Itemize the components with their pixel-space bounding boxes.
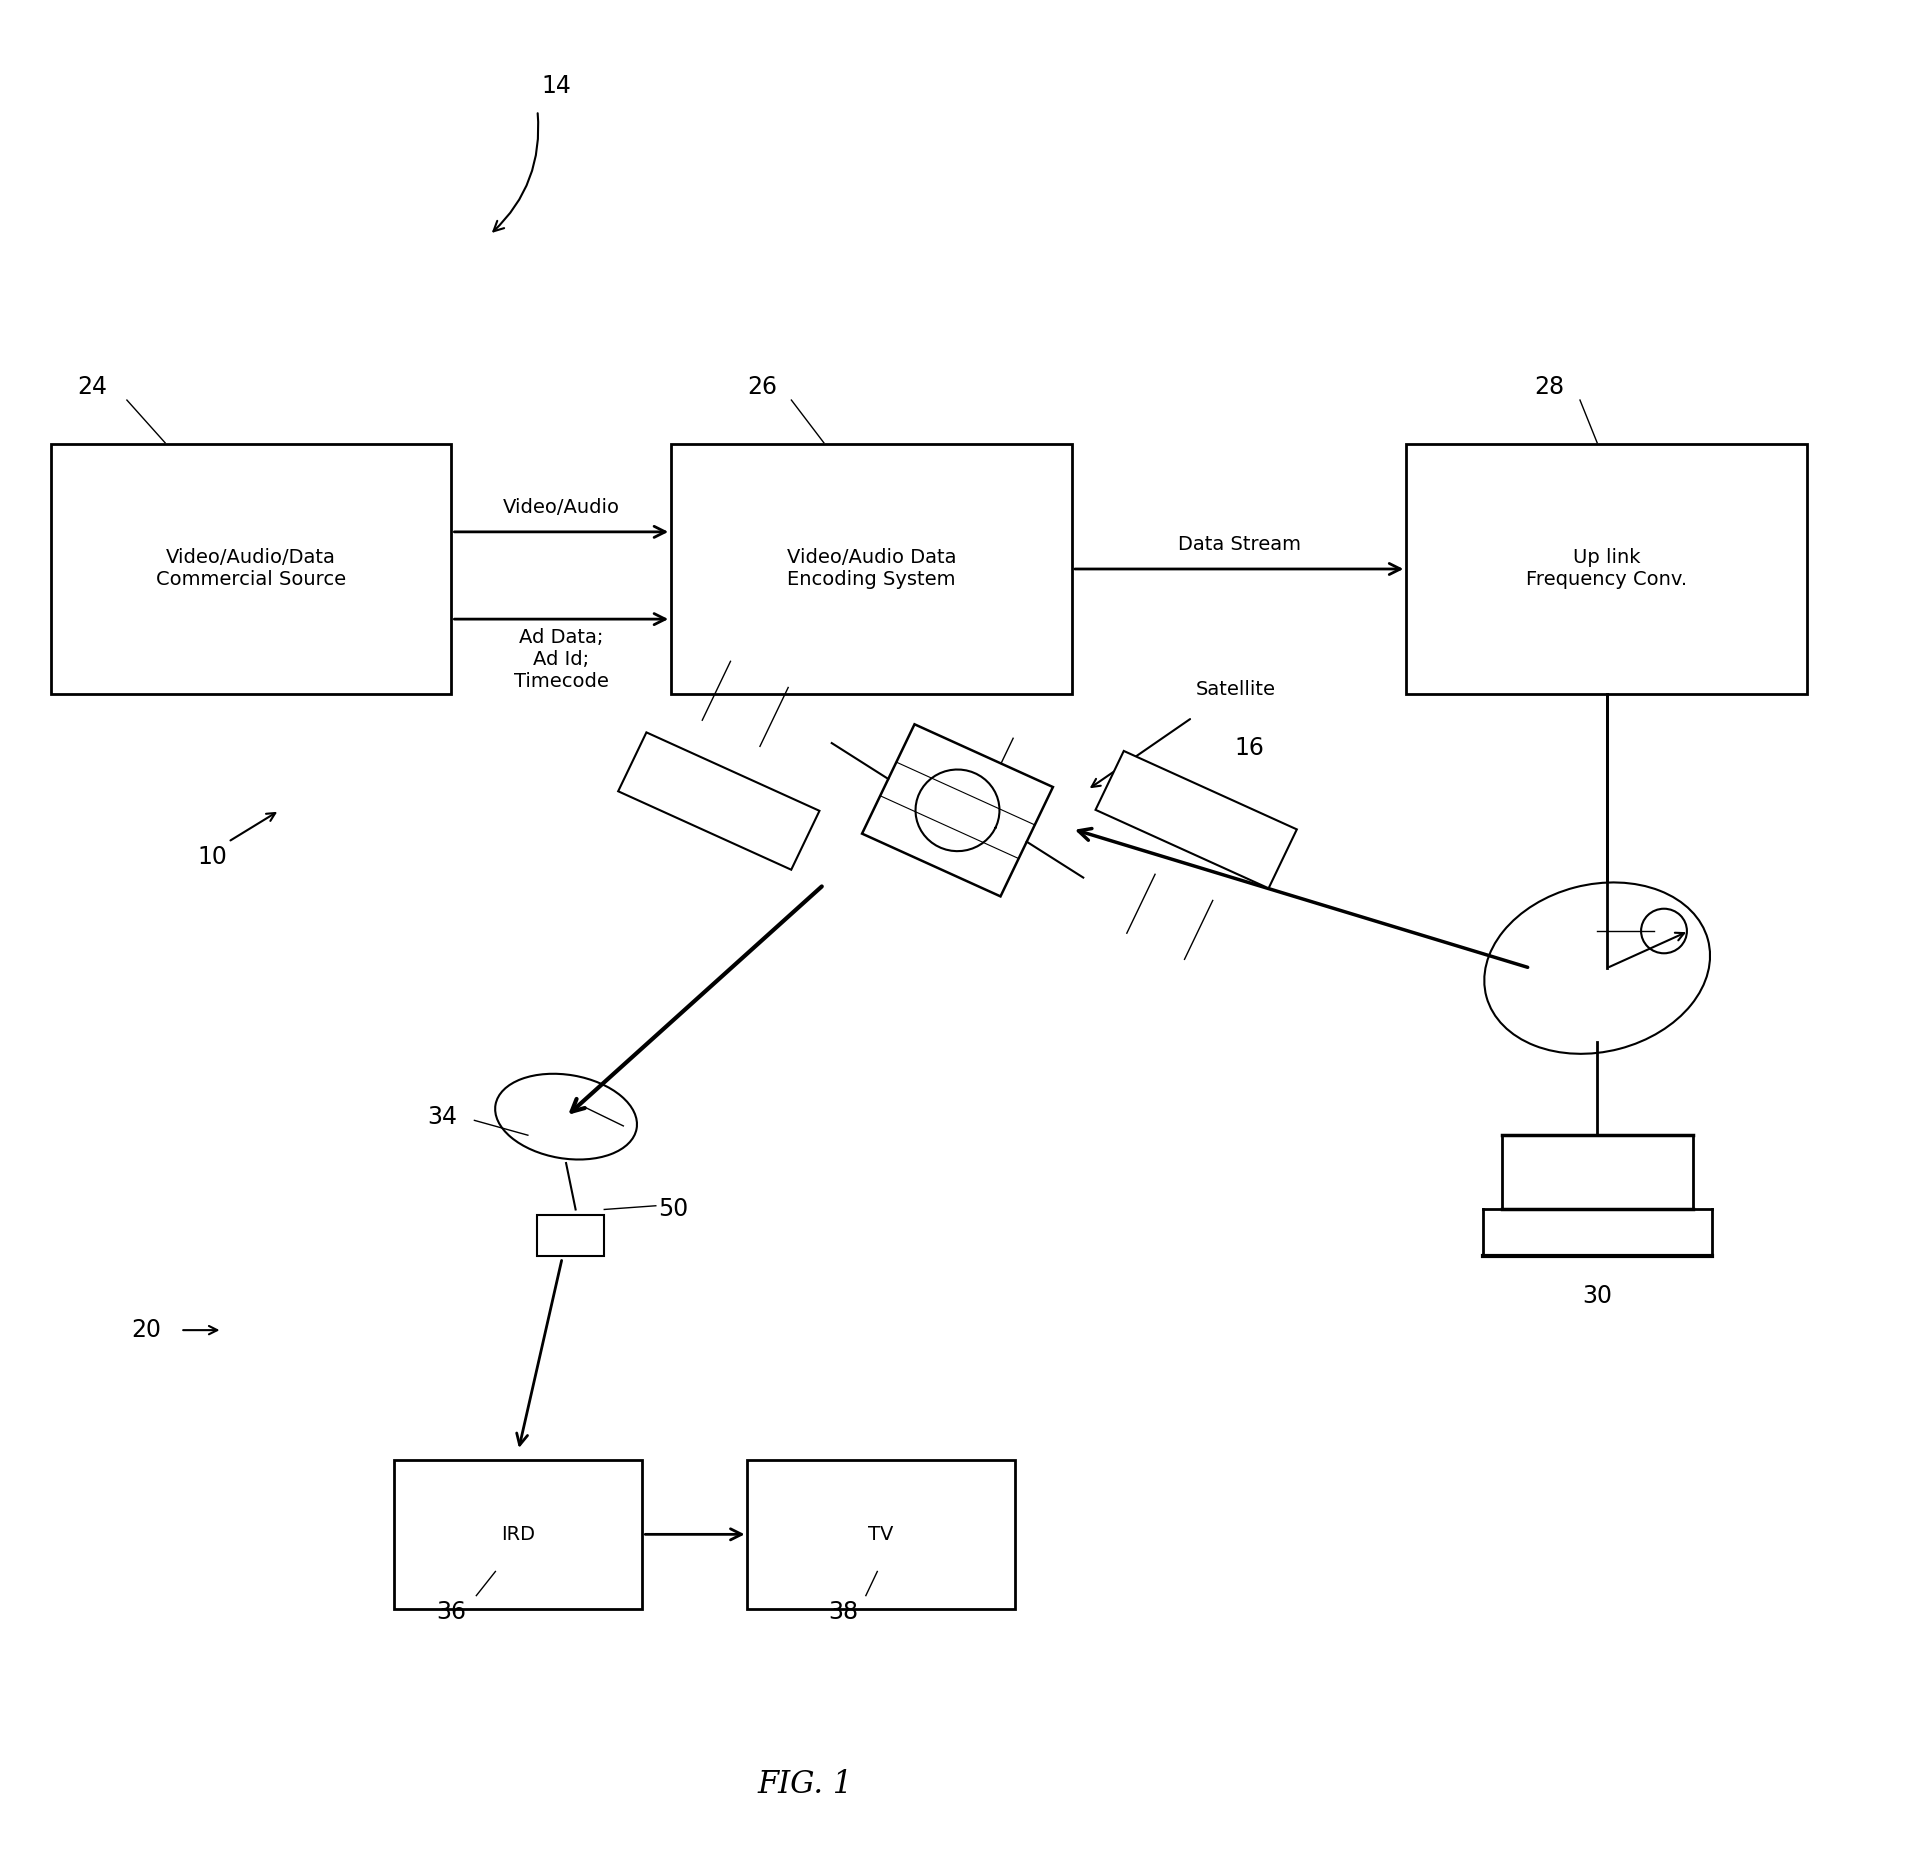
Polygon shape xyxy=(1095,750,1296,888)
Polygon shape xyxy=(861,724,1053,896)
Text: Video/Audio/Data
Commercial Source: Video/Audio/Data Commercial Source xyxy=(155,549,346,590)
Text: 50: 50 xyxy=(657,1197,687,1221)
Text: Ad Data;
Ad Id;
Timecode: Ad Data; Ad Id; Timecode xyxy=(513,627,609,691)
Bar xyxy=(50,443,452,695)
Bar xyxy=(746,1460,1014,1609)
Text: 16: 16 xyxy=(1235,735,1263,760)
Text: 38: 38 xyxy=(827,1599,857,1624)
Text: FIG. 1: FIG. 1 xyxy=(756,1769,852,1801)
Text: TV: TV xyxy=(867,1525,894,1544)
Text: 14: 14 xyxy=(542,74,570,99)
Bar xyxy=(538,1216,605,1255)
Ellipse shape xyxy=(496,1074,637,1160)
Text: 20: 20 xyxy=(130,1318,161,1343)
Text: 28: 28 xyxy=(1533,374,1564,398)
Text: Data Stream: Data Stream xyxy=(1177,534,1300,555)
Text: IRD: IRD xyxy=(501,1525,536,1544)
Text: Video/Audio Data
Encoding System: Video/Audio Data Encoding System xyxy=(787,549,955,590)
Text: 30: 30 xyxy=(1581,1283,1612,1307)
Text: 34: 34 xyxy=(427,1104,457,1128)
Bar xyxy=(1405,443,1807,695)
Bar xyxy=(670,443,1072,695)
Text: 10: 10 xyxy=(197,845,228,870)
Text: 26: 26 xyxy=(746,374,777,398)
Text: Video/Audio: Video/Audio xyxy=(503,497,620,518)
Text: 36: 36 xyxy=(436,1599,467,1624)
Text: Up link
Frequency Conv.: Up link Frequency Conv. xyxy=(1525,549,1686,590)
Text: 24: 24 xyxy=(77,374,107,398)
Bar xyxy=(394,1460,641,1609)
Text: Satellite: Satellite xyxy=(1196,680,1275,698)
Polygon shape xyxy=(618,732,819,870)
Ellipse shape xyxy=(1483,883,1709,1054)
